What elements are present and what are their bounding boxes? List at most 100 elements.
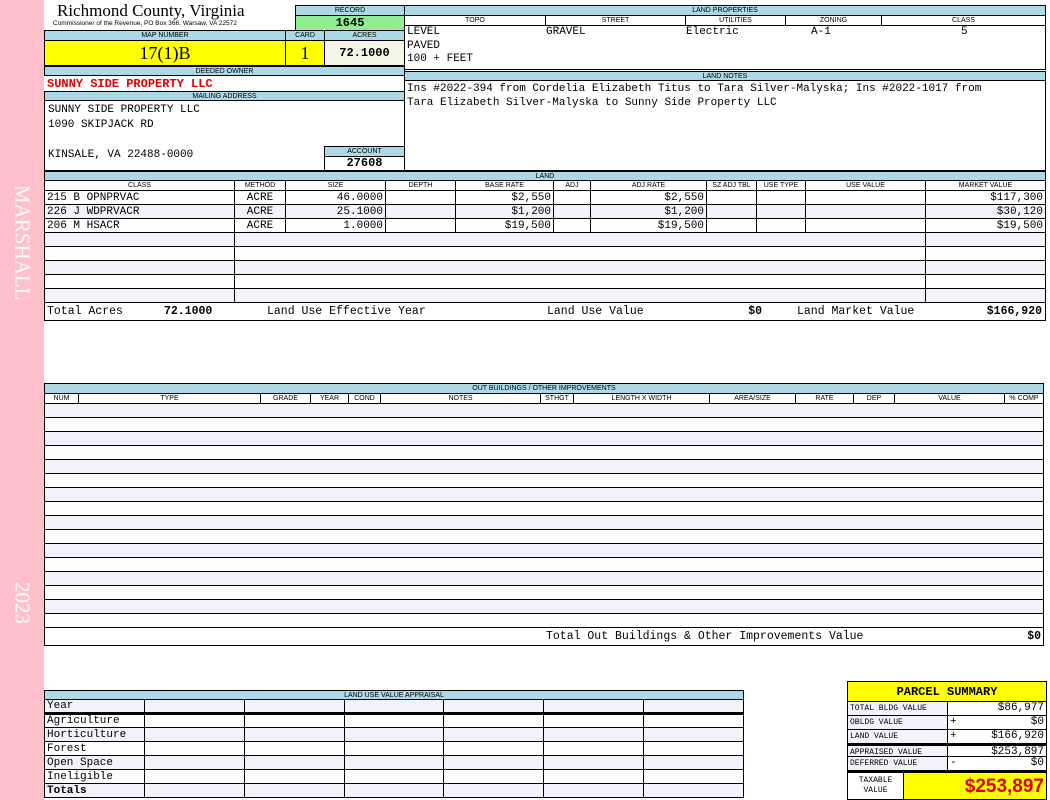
land-col-header: ADJ RATE [590,180,707,191]
card-number: 1 [285,40,325,66]
topo-value: 100 + FEET [407,53,474,65]
land-row: 215 B OPNPRVAC ACRE 46.0000 $2,550 $2,550 $11… [44,190,1046,205]
land-cell [285,232,386,247]
land-use-cell [443,769,545,784]
outbuilding-cell [44,459,1044,474]
land-cell: $2,550 [455,190,554,205]
land-use-cell [343,713,445,728]
outbuilding-row [44,459,1044,474]
land-use-row: Horticulture [44,727,744,742]
year-row: Year [44,699,744,714]
land-cell [805,218,926,233]
land-cell [553,218,591,233]
summary-label: APPRAISED VALUE [848,746,948,757]
land-use-cell [543,713,645,728]
land-cell [44,274,235,289]
land-use-cell [443,741,545,756]
land-use-cell [343,699,445,714]
land-use-cell [243,769,345,784]
land-cell [590,288,707,303]
address-line: 1090 SKIPJACK RD [48,119,154,131]
land-cell [590,246,707,261]
land-cell [455,246,554,261]
land-use-cell [443,755,545,770]
page-subtitle: Commissioner of the Revenue, PO Box 366,… [53,20,237,27]
land-cell [385,288,456,303]
land-use-row: Forest [44,741,744,756]
land-row: 206 M HSACR ACRE 1.0000 $19,500 $19,500 $19,5… [44,218,1046,233]
taxable-label: TAXABLE VALUE [848,773,904,799]
land-use-row-label: Ineligible [44,769,145,784]
summary-value: $166,920 [991,730,1044,742]
outbuilding-col-header: VALUE [894,393,1005,404]
land-col-header: BASE RATE [455,180,554,191]
land-cell [385,260,456,275]
outbuilding-col-header: LENGTH X WIDTH [573,393,710,404]
outbuilding-row [44,613,1044,628]
summary-operator: - [950,757,957,769]
summary-value: $0 [1030,716,1044,728]
outbuilding-row [44,431,1044,446]
land-cell [706,232,757,247]
parcel-summary-title: PARCEL SUMMARY [848,682,1046,702]
land-use-cell [443,783,545,798]
land-use-row: Open Space [44,755,744,770]
land-use-cell [243,727,345,742]
land-properties-values: LEVEL PAVED 100 + FEET GRAVEL Electric A… [404,25,1046,70]
land-cell [385,232,456,247]
summary-operator [948,746,962,756]
land-cell [234,274,286,289]
land-cell [805,204,926,219]
land-col-header: USE TYPE [756,180,806,191]
land-cell: $2,550 [590,190,707,205]
outbuilding-col-header: NOTES [380,393,541,404]
land-cell [756,274,806,289]
land-cell [706,288,757,303]
summary-value: $0 [1030,757,1044,769]
summary-label: DEFERRED VALUE [848,757,948,770]
land-cell [385,218,456,233]
outbuilding-row [44,529,1044,544]
land-cell [285,246,386,261]
land-use-cell [243,713,345,728]
land-row [44,288,1046,303]
summary-row: DEFERRED VALUE - $0 [848,757,1046,771]
land-use-cell [543,783,645,798]
outbuilding-cell [44,417,1044,432]
land-col-header: MARKET VALUE [925,180,1046,191]
outbuilding-col-header: COND [348,393,381,404]
outbuilding-col-header: RATE [795,393,854,404]
outbuilding-row [44,445,1044,460]
land-cell: $117,300 [925,190,1046,205]
land-use-value-label: Land Use Value [547,305,644,318]
account-number: 27608 [324,156,405,171]
land-use-cell [144,741,245,756]
land-row [44,246,1046,261]
land-cell [44,232,235,247]
outbuilding-row [44,487,1044,502]
land-use-cell [443,699,545,714]
land-cell [44,288,235,303]
outbuilding-row [44,403,1044,418]
land-cell [44,260,235,275]
outbuilding-cell [44,543,1044,558]
land-cell [706,260,757,275]
outbuilding-col-header: TYPE [78,393,261,404]
outbuilding-row [44,543,1044,558]
land-cell [706,204,757,219]
land-use-row: Agriculture [44,713,744,728]
taxable-value: $253,897 [904,773,1046,799]
outbuilding-cell [44,585,1044,600]
land-table: CLASS METHOD SIZE DEPTH BASE RATE ADJ ADJ RATE… [44,180,1046,303]
land-cell [234,288,286,303]
land-cell [455,288,554,303]
land-use-cell [243,783,345,798]
summary-value: $253,897 [991,746,1044,758]
land-cell [805,274,926,289]
land-cell [706,274,757,289]
tax-year: 2023 [10,581,35,624]
land-cell [706,190,757,205]
address-line: SUNNY SIDE PROPERTY LLC [48,104,200,116]
land-cell: $1,200 [455,204,554,219]
land-use-cell [144,755,245,770]
